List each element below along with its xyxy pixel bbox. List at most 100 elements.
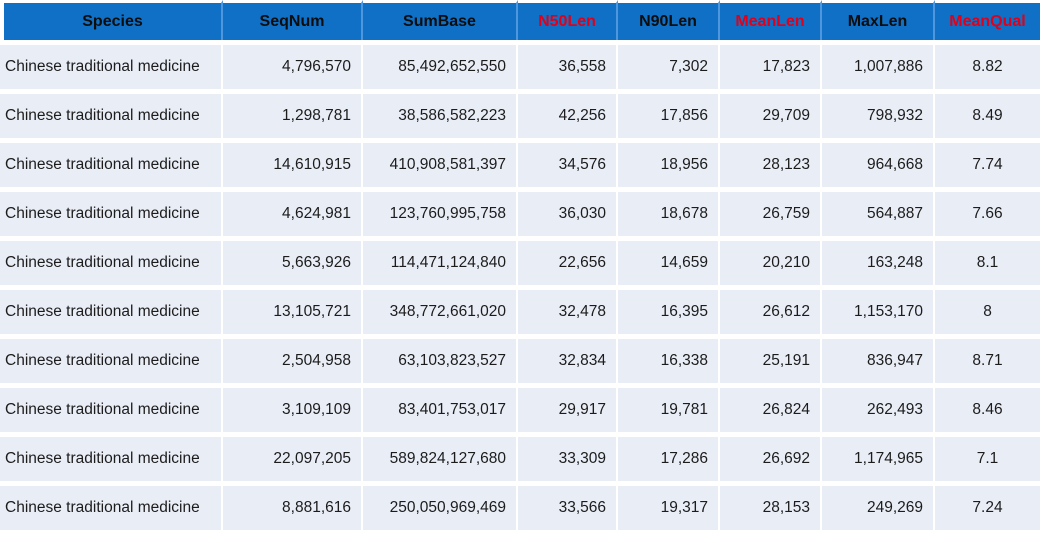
table-cell: 33,566 bbox=[518, 481, 618, 530]
table-cell: 26,759 bbox=[720, 187, 822, 236]
column-header-meanlen: MeanLen bbox=[720, 0, 822, 40]
table-cell: 14,659 bbox=[618, 236, 720, 285]
table-cell: 798,932 bbox=[822, 89, 935, 138]
table-cell: 17,823 bbox=[720, 40, 822, 89]
table-cell: 17,286 bbox=[618, 432, 720, 481]
table-cell: Chinese traditional medicine bbox=[0, 432, 223, 481]
table-cell: 836,947 bbox=[822, 334, 935, 383]
table-cell: Chinese traditional medicine bbox=[0, 481, 223, 530]
table-cell: 1,007,886 bbox=[822, 40, 935, 89]
table-row: Chinese traditional medicine 22,097,205 58… bbox=[0, 432, 1040, 481]
table-cell: Chinese traditional medicine bbox=[0, 138, 223, 187]
table-cell: 8.1 bbox=[935, 236, 1040, 285]
column-header-n90len: N90Len bbox=[618, 0, 720, 40]
table-cell: 2,504,958 bbox=[223, 334, 363, 383]
table-cell: 28,123 bbox=[720, 138, 822, 187]
table-cell: 19,781 bbox=[618, 383, 720, 432]
table-cell: 163,248 bbox=[822, 236, 935, 285]
table-cell: 250,050,969,469 bbox=[363, 481, 518, 530]
table-cell: 38,586,582,223 bbox=[363, 89, 518, 138]
table-cell: 26,612 bbox=[720, 285, 822, 334]
table-cell: 17,856 bbox=[618, 89, 720, 138]
column-header-meanqual: MeanQual bbox=[935, 0, 1040, 40]
table-cell: 4,624,981 bbox=[223, 187, 363, 236]
table-cell: 20,210 bbox=[720, 236, 822, 285]
table-cell: 4,796,570 bbox=[223, 40, 363, 89]
table-body: Chinese traditional medicine 4,796,570 85,… bbox=[0, 40, 1040, 530]
table-cell: 26,692 bbox=[720, 432, 822, 481]
table-cell: 8.46 bbox=[935, 383, 1040, 432]
table-cell: 249,269 bbox=[822, 481, 935, 530]
table-cell: 1,298,781 bbox=[223, 89, 363, 138]
table-row: Chinese traditional medicine 4,624,981 123… bbox=[0, 187, 1040, 236]
table-cell: 25,191 bbox=[720, 334, 822, 383]
table-cell: 33,309 bbox=[518, 432, 618, 481]
table-cell: 7.66 bbox=[935, 187, 1040, 236]
table-row: Chinese traditional medicine 3,109,109 83,… bbox=[0, 383, 1040, 432]
table-cell: 8.82 bbox=[935, 40, 1040, 89]
table-row: Chinese traditional medicine 13,105,721 34… bbox=[0, 285, 1040, 334]
table-cell: 34,576 bbox=[518, 138, 618, 187]
table-row: Chinese traditional medicine 2,504,958 63,… bbox=[0, 334, 1040, 383]
table-cell: 589,824,127,680 bbox=[363, 432, 518, 481]
table-cell: 3,109,109 bbox=[223, 383, 363, 432]
table-cell: Chinese traditional medicine bbox=[0, 383, 223, 432]
table-cell: 29,709 bbox=[720, 89, 822, 138]
table-cell: Chinese traditional medicine bbox=[0, 40, 223, 89]
table-cell: 7.1 bbox=[935, 432, 1040, 481]
column-header-maxlen: MaxLen bbox=[822, 0, 935, 40]
table-cell: 8,881,616 bbox=[223, 481, 363, 530]
table-cell: 13,105,721 bbox=[223, 285, 363, 334]
header-row: Species SeqNum SumBase N50Len N90Len MeanLen M… bbox=[0, 0, 1040, 40]
table-cell: 42,256 bbox=[518, 89, 618, 138]
table-cell: 348,772,661,020 bbox=[363, 285, 518, 334]
table-cell: Chinese traditional medicine bbox=[0, 89, 223, 138]
column-header-seqnum: SeqNum bbox=[223, 0, 363, 40]
table-cell: 564,887 bbox=[822, 187, 935, 236]
table-row: Chinese traditional medicine 14,610,915 41… bbox=[0, 138, 1040, 187]
table-cell: 16,395 bbox=[618, 285, 720, 334]
table-cell: 19,317 bbox=[618, 481, 720, 530]
table-cell: 32,834 bbox=[518, 334, 618, 383]
table-cell: 5,663,926 bbox=[223, 236, 363, 285]
table-cell: 36,030 bbox=[518, 187, 618, 236]
table-cell: 18,956 bbox=[618, 138, 720, 187]
table-cell: 123,760,995,758 bbox=[363, 187, 518, 236]
table-cell: 7.74 bbox=[935, 138, 1040, 187]
table-cell: 36,558 bbox=[518, 40, 618, 89]
table-cell: 63,103,823,527 bbox=[363, 334, 518, 383]
table-cell: 83,401,753,017 bbox=[363, 383, 518, 432]
table-row: Chinese traditional medicine 4,796,570 85,… bbox=[0, 40, 1040, 89]
table-row: Chinese traditional medicine 1,298,781 38,… bbox=[0, 89, 1040, 138]
table-cell: 29,917 bbox=[518, 383, 618, 432]
table-cell: 1,153,170 bbox=[822, 285, 935, 334]
table-cell: 14,610,915 bbox=[223, 138, 363, 187]
column-header-sumbase: SumBase bbox=[363, 0, 518, 40]
table-cell: 8.49 bbox=[935, 89, 1040, 138]
table-row: Chinese traditional medicine 5,663,926 114… bbox=[0, 236, 1040, 285]
table-cell: 7.24 bbox=[935, 481, 1040, 530]
column-header-n50len: N50Len bbox=[518, 0, 618, 40]
table-cell: 22,656 bbox=[518, 236, 618, 285]
table-cell: 8 bbox=[935, 285, 1040, 334]
table-cell: 18,678 bbox=[618, 187, 720, 236]
table-cell: Chinese traditional medicine bbox=[0, 236, 223, 285]
table-cell: 1,174,965 bbox=[822, 432, 935, 481]
table-cell: 85,492,652,550 bbox=[363, 40, 518, 89]
table-cell: 16,338 bbox=[618, 334, 720, 383]
table-cell: 964,668 bbox=[822, 138, 935, 187]
table-cell: 114,471,124,840 bbox=[363, 236, 518, 285]
table-cell: Chinese traditional medicine bbox=[0, 285, 223, 334]
table-cell: 8.71 bbox=[935, 334, 1040, 383]
table-cell: 22,097,205 bbox=[223, 432, 363, 481]
table-cell: 32,478 bbox=[518, 285, 618, 334]
table-cell: 26,824 bbox=[720, 383, 822, 432]
table-cell: 262,493 bbox=[822, 383, 935, 432]
table-cell: 28,153 bbox=[720, 481, 822, 530]
table-cell: 410,908,581,397 bbox=[363, 138, 518, 187]
column-header-species: Species bbox=[0, 0, 223, 40]
table-cell: 7,302 bbox=[618, 40, 720, 89]
table-row: Chinese traditional medicine 8,881,616 250… bbox=[0, 481, 1040, 530]
table-cell: Chinese traditional medicine bbox=[0, 187, 223, 236]
